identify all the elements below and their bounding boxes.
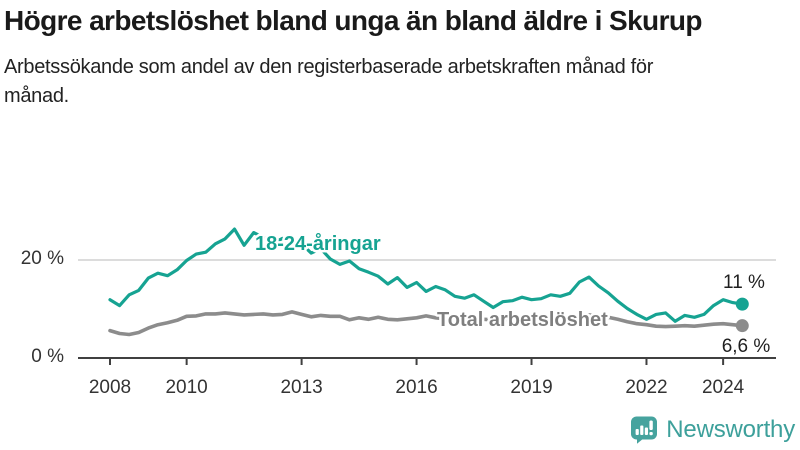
y-axis-label-20: 20 % [21, 248, 64, 269]
series-label-youth: 18-24-åringar [255, 232, 381, 255]
newsworthy-logo-icon [631, 416, 658, 444]
x-axis-label-2010: 2010 [165, 377, 207, 398]
x-axis-label-2016: 2016 [395, 377, 437, 398]
x-axis-label-2019: 2019 [510, 377, 552, 398]
unemployment-chart: 0 % 20 % 2008 2010 2013 2016 2019 2022 2024 18-24… [21, 227, 776, 398]
brand-name[interactable]: Newsworthy [666, 415, 795, 443]
y-axis-label-0: 0 % [31, 346, 64, 367]
end-dot-youth [735, 297, 749, 311]
end-value-total: 6,6 % [722, 336, 771, 357]
end-value-youth: 11 % [723, 272, 765, 293]
chart-subtitle: Arbetssökande som andel av den registerb… [4, 56, 654, 107]
x-axis-label-2013: 2013 [280, 377, 322, 398]
x-axis-label-2008: 2008 [89, 377, 131, 398]
line-chart-figure: 0 % 20 % 2008 2010 2013 2016 2019 2022 2024 18-24… [0, 205, 800, 400]
series-label-total: Total arbetslöshet [437, 309, 608, 331]
end-dot-total [735, 319, 749, 333]
x-axis-label-2024: 2024 [702, 377, 745, 398]
brand-footer: Newsworthy [630, 415, 795, 444]
header: Högre arbetslöshet bland unga än bland ä… [0, 0, 800, 110]
page-title: Högre arbetslöshet bland unga än bland ä… [4, 5, 702, 36]
series-line-youth [108, 227, 744, 323]
x-axis-label-2022: 2022 [625, 377, 667, 398]
series-line-total [108, 310, 745, 337]
